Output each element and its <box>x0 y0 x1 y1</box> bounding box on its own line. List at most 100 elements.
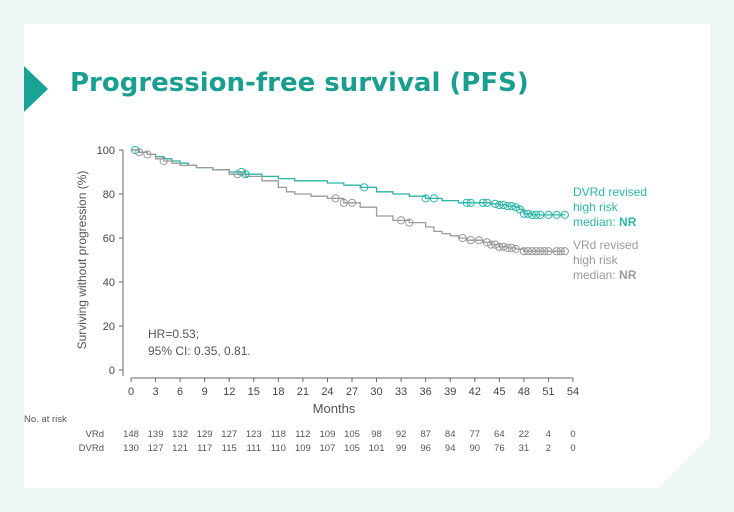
censor-mark-vrd <box>482 238 492 247</box>
censor-mark-vrd <box>523 247 533 256</box>
censor-mark-dvrd <box>241 170 250 179</box>
y-axis-label: Surviving without progression (%) <box>75 171 89 350</box>
risk-cell: 132 <box>172 429 188 440</box>
risk-cell: 121 <box>172 443 188 454</box>
censor-mark-dvrd <box>130 145 140 155</box>
x-tick-label: 48 <box>518 386 530 398</box>
censor-mark-vrd <box>527 247 537 256</box>
y-tick-label: 0 <box>109 365 115 377</box>
risk-cell: 94 <box>445 443 456 454</box>
y-tick-label: 40 <box>103 277 115 289</box>
content-card <box>24 24 710 488</box>
x-tick-label: 18 <box>272 386 284 398</box>
y-tick-label: 80 <box>103 189 115 201</box>
x-tick-label: 51 <box>542 386 554 398</box>
censor-mark-dvrd <box>552 210 561 219</box>
risk-cell: 90 <box>469 443 480 454</box>
censor-mark-vrd <box>347 198 357 207</box>
x-tick-label: 24 <box>321 386 333 398</box>
censor-mark-vrd <box>135 148 144 157</box>
risk-cell: 77 <box>469 429 480 440</box>
median-value: NR <box>619 268 637 282</box>
censor-mark-dvrd <box>478 198 488 207</box>
x-tick-label: 39 <box>444 386 456 398</box>
series-label-dvrd: DVRd revised <box>573 185 647 199</box>
risk-cell: 87 <box>420 429 431 440</box>
risk-cell: 101 <box>369 443 385 454</box>
censor-mark-vrd <box>556 247 565 256</box>
risk-cell: 109 <box>320 429 336 440</box>
censor-mark-vrd <box>507 243 516 252</box>
series-label-vrd: high risk <box>573 253 619 267</box>
risk-cell: 127 <box>148 443 164 454</box>
censor-mark-dvrd <box>503 202 512 211</box>
censor-mark-vrd <box>499 242 508 251</box>
risk-cell: 4 <box>546 429 551 440</box>
censor-mark-vrd <box>560 247 569 256</box>
x-tick-label: 21 <box>297 386 309 398</box>
hazard-ratio-text: HR=0.53; <box>148 327 199 341</box>
series-label-vrd: VRd revised <box>573 238 638 252</box>
censor-mark-vrd <box>159 156 168 166</box>
censor-mark-vrd <box>544 247 553 256</box>
censor-mark-dvrd <box>499 200 508 210</box>
x-tick-label: 45 <box>493 386 505 398</box>
censor-mark-vrd <box>143 150 152 159</box>
censor-mark-dvrd <box>523 209 533 218</box>
risk-cell: 0 <box>570 443 575 454</box>
risk-row-label: VRd <box>86 429 104 440</box>
series-median-vrd: median: NR <box>573 268 637 282</box>
censor-mark-vrd <box>233 170 242 179</box>
censor-mark-vrd <box>331 194 340 203</box>
x-tick-label: 6 <box>177 386 183 398</box>
censor-mark-vrd <box>532 247 541 256</box>
censor-mark-dvrd <box>491 199 500 208</box>
series-label-dvrd: high risk <box>573 200 619 214</box>
risk-cell: 96 <box>420 443 431 454</box>
x-tick-label: 3 <box>152 386 158 398</box>
censor-mark-vrd <box>405 218 414 227</box>
y-tick-label: 20 <box>103 321 115 333</box>
censor-mark-dvrd <box>429 194 438 203</box>
risk-cell: 139 <box>148 429 164 440</box>
risk-cell: 0 <box>570 429 575 440</box>
risk-cell: 98 <box>371 429 382 440</box>
median-value: NR <box>619 215 637 229</box>
censor-mark-dvrd <box>560 210 569 219</box>
censor-mark-dvrd <box>466 198 475 207</box>
y-tick-label: 60 <box>103 233 115 245</box>
x-tick-label: 42 <box>469 386 481 398</box>
censor-mark-dvrd <box>360 183 369 192</box>
censor-mark-dvrd <box>237 167 246 177</box>
risk-cell: 115 <box>222 443 237 454</box>
series-median-dvrd: median: NR <box>573 215 637 229</box>
risk-cell: 2 <box>546 443 551 454</box>
censor-mark-dvrd <box>536 210 545 219</box>
censor-mark-vrd <box>466 236 475 245</box>
censor-mark-dvrd <box>544 210 553 219</box>
risk-cell: 112 <box>295 429 310 440</box>
risk-cell: 76 <box>494 443 505 454</box>
y-tick-label: 100 <box>97 145 115 157</box>
risk-cell: 105 <box>344 429 360 440</box>
censor-mark-vrd <box>511 244 520 254</box>
risk-cell: 31 <box>519 443 530 454</box>
censor-mark-vrd <box>487 240 496 249</box>
x-tick-label: 54 <box>567 386 579 398</box>
censor-mark-dvrd <box>532 210 541 219</box>
risk-row-label: DVRd <box>79 443 104 454</box>
risk-cell: 84 <box>445 429 456 440</box>
x-tick-label: 12 <box>223 386 235 398</box>
risk-table-header: No. at risk <box>24 414 67 425</box>
risk-cell: 117 <box>197 443 212 454</box>
censor-mark-vrd <box>491 240 500 249</box>
risk-cell: 109 <box>295 443 311 454</box>
risk-cell: 111 <box>247 443 261 454</box>
risk-cell: 148 <box>123 429 139 440</box>
confidence-interval-text: 95% CI: 0.35, 0.81. <box>148 344 251 358</box>
x-tick-label: 9 <box>202 386 208 398</box>
censor-mark-vrd <box>397 216 406 225</box>
censor-mark-vrd <box>503 243 512 252</box>
censor-mark-vrd <box>474 236 483 245</box>
